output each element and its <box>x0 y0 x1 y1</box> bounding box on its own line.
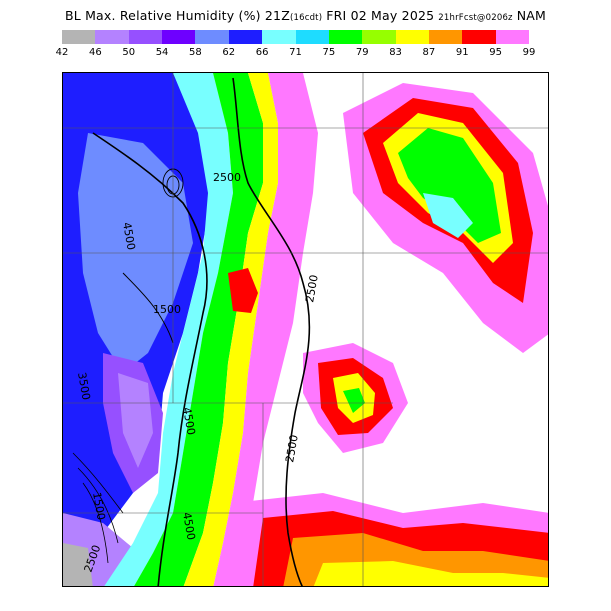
title-main: BL Max. Relative Humidity (%) 21Z <box>64 8 290 23</box>
legend-tick-label: 58 <box>189 47 202 58</box>
legend-tick-label: 87 <box>422 47 436 58</box>
contour-label: 1500 <box>90 491 108 521</box>
legend-tick-label: 42 <box>55 47 69 58</box>
legend-tick-label: 71 <box>289 47 302 58</box>
color-legend-ticks: 42 46 50 54 58 62 66 71 75 79 83 87 91 95 99 <box>56 47 549 61</box>
legend-swatch <box>428 30 463 44</box>
legend-tick-label: 83 <box>389 47 402 58</box>
contour-labels: 2500 4500 1500 2500 4500 2500 4500 2500 … <box>75 171 321 574</box>
legend-tick-label: 99 <box>522 47 536 58</box>
legend-swatch <box>162 30 196 44</box>
contour-line-west-dense <box>72 452 124 564</box>
state-boundaries <box>63 73 548 586</box>
title-date: FRI 02 May 2025 <box>326 8 435 23</box>
legend-swatch <box>262 30 296 44</box>
humidity-region-lavender <box>118 373 153 468</box>
legend-swatch <box>128 30 163 44</box>
humidity-region-red-central <box>228 268 258 313</box>
legend-tick-label: 50 <box>122 47 136 58</box>
humidity-region-cyan-east <box>423 193 473 238</box>
contour-line-2500 <box>232 77 311 586</box>
humidity-region-yellow-sband <box>313 561 548 586</box>
legend-swatch <box>395 30 429 44</box>
contour-label: 4500 <box>120 221 138 251</box>
legend-swatch <box>495 30 530 44</box>
humidity-map: 2500 4500 1500 2500 4500 2500 4500 2500 … <box>62 72 549 587</box>
map-title: BL Max. Relative Humidity (%) 21Z(16cdt)… <box>0 8 611 23</box>
legend-swatch <box>362 30 396 44</box>
humidity-region-cyan <box>104 73 233 586</box>
title-forecast: 21hrFcst@0206z <box>438 13 513 23</box>
map-canvas: 2500 4500 1500 2500 4500 2500 4500 2500 … <box>63 73 548 586</box>
legend-swatch <box>328 30 363 44</box>
legend-swatch <box>462 30 496 44</box>
contour-label: 4500 <box>180 511 198 541</box>
humidity-region-green-south <box>343 388 365 413</box>
contour-label: 3500 <box>75 371 93 401</box>
legend-swatch <box>95 30 129 44</box>
contour-line-1500 <box>122 272 174 344</box>
title-local-time: (16cdt) <box>289 13 323 23</box>
legend-tick-label: 62 <box>222 47 236 58</box>
title-model: NAM <box>516 8 547 23</box>
legend-tick-label: 95 <box>489 47 503 58</box>
legend-swatch <box>195 30 229 44</box>
legend-tick-label: 54 <box>155 47 169 58</box>
contour-label: 2500 <box>213 171 241 184</box>
color-legend <box>62 30 530 44</box>
legend-swatch <box>62 30 96 44</box>
legend-tick-label: 66 <box>255 47 269 58</box>
humidity-region-pink-central <box>213 73 318 586</box>
contour-ring <box>162 168 184 198</box>
legend-tick-label: 91 <box>455 47 469 58</box>
contour-label: 4500 <box>180 406 198 436</box>
contour-label: 1500 <box>153 303 181 316</box>
legend-swatch <box>295 30 329 44</box>
contour-label: 2500 <box>303 274 321 304</box>
humidity-region-green-east <box>398 128 501 243</box>
legend-tick-label: 75 <box>322 47 336 58</box>
legend-swatch <box>228 30 263 44</box>
humidity-region-green <box>134 73 263 586</box>
legend-tick-label: 79 <box>355 47 369 58</box>
contour-label: 2500 <box>283 434 301 464</box>
legend-tick-label: 46 <box>88 47 102 58</box>
contour-line-4500 <box>92 132 208 586</box>
humidity-region-yellow <box>183 73 278 586</box>
humidity-region-gray-sw <box>63 543 93 586</box>
